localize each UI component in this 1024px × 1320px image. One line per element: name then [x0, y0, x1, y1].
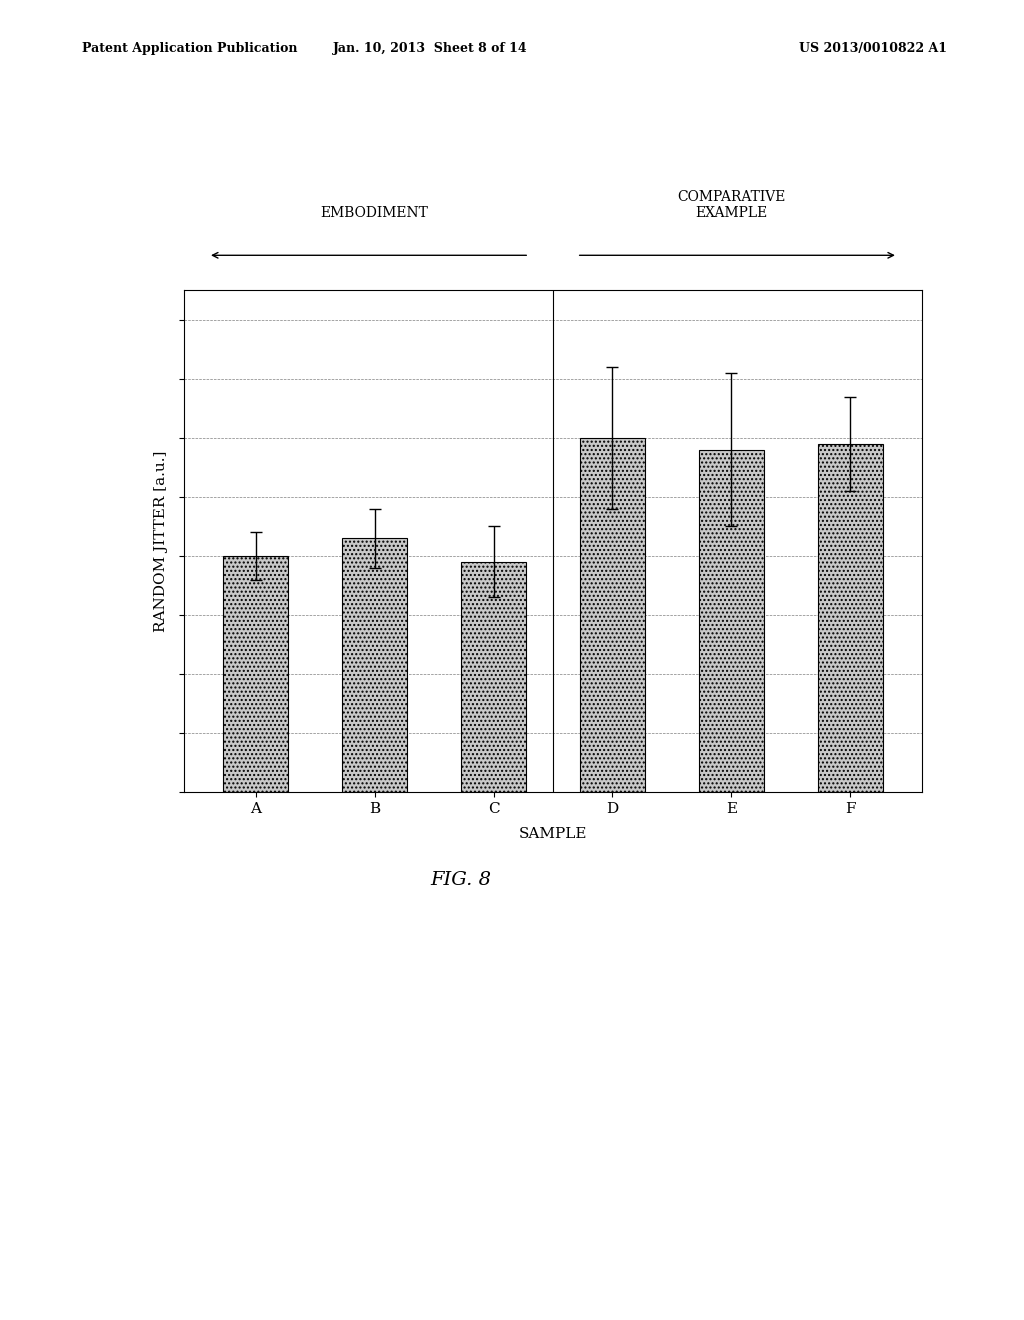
Bar — [817, 444, 883, 792]
Bar — [698, 450, 764, 792]
Text: FIG. 8: FIG. 8 — [430, 871, 492, 890]
Bar — [461, 562, 526, 792]
Text: COMPARATIVE
EXAMPLE: COMPARATIVE EXAMPLE — [677, 190, 785, 220]
Text: EMBODIMENT: EMBODIMENT — [321, 206, 428, 220]
Bar — [342, 539, 408, 792]
Y-axis label: RANDOM JITTER [a.u.]: RANDOM JITTER [a.u.] — [154, 450, 168, 632]
Text: Jan. 10, 2013  Sheet 8 of 14: Jan. 10, 2013 Sheet 8 of 14 — [333, 42, 527, 55]
X-axis label: SAMPLE: SAMPLE — [519, 826, 587, 841]
Text: Patent Application Publication: Patent Application Publication — [82, 42, 297, 55]
Bar — [580, 438, 645, 792]
Text: US 2013/0010822 A1: US 2013/0010822 A1 — [799, 42, 947, 55]
Bar — [223, 556, 289, 792]
